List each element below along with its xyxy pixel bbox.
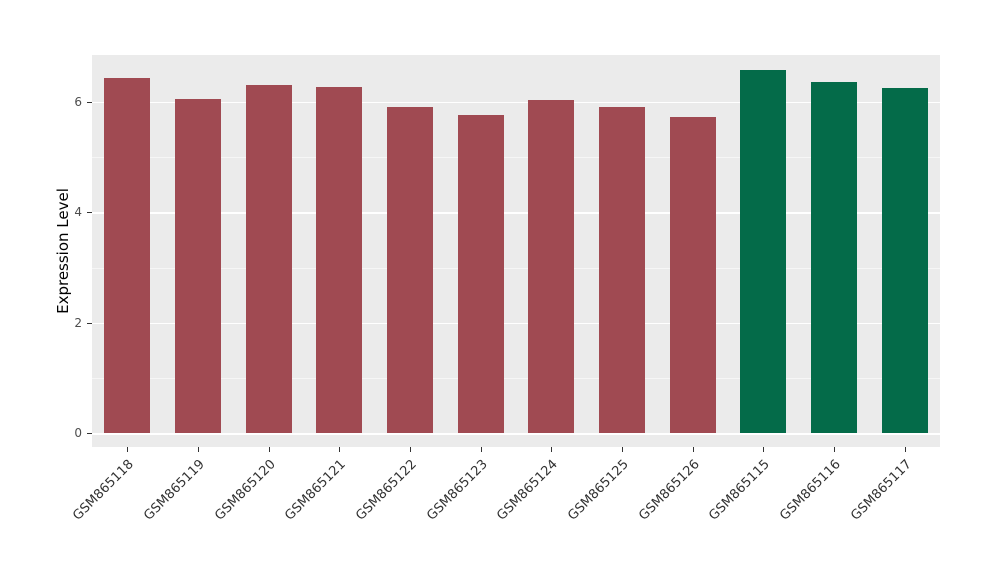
- x-tick-label-GSM865117: GSM865117: [847, 457, 915, 524]
- x-tick-mark: [410, 447, 411, 452]
- y-tick-label-4: 4: [74, 205, 82, 220]
- x-tick-mark: [763, 447, 765, 452]
- bar-GSM865125: [599, 106, 645, 434]
- x-tick-label-GSM865120: GSM865120: [211, 457, 279, 524]
- bar-GSM865116: [811, 82, 857, 434]
- bar-GSM865118: [104, 78, 151, 434]
- bar-GSM865123: [457, 114, 504, 434]
- gridline-major: [92, 433, 940, 435]
- x-tick-mark: [127, 447, 129, 452]
- bar-GSM865121: [316, 87, 363, 434]
- x-tick-label-GSM865119: GSM865119: [141, 457, 208, 524]
- x-tick-mark: [904, 447, 906, 452]
- x-tick-label-GSM865118: GSM865118: [70, 457, 137, 524]
- y-tick-label-6: 6: [74, 94, 82, 109]
- x-tick-mark: [480, 447, 482, 452]
- x-tick-mark: [268, 447, 270, 452]
- bar-GSM865124: [528, 99, 575, 434]
- x-tick-label-GSM865126: GSM865126: [635, 457, 703, 524]
- x-tick-mark: [622, 447, 623, 452]
- bar-GSM865122: [387, 107, 433, 434]
- x-tick-label-GSM865124: GSM865124: [494, 457, 561, 524]
- x-tick-mark: [692, 447, 694, 452]
- y-tick-label-0: 0: [74, 426, 82, 441]
- x-tick-mark: [834, 447, 835, 452]
- gridline-minor: [92, 157, 940, 159]
- x-tick-label-GSM865125: GSM865125: [565, 457, 632, 524]
- y-tick-mark: [87, 101, 92, 103]
- bar-GSM865126: [669, 117, 716, 434]
- x-tick-label-GSM865122: GSM865122: [353, 457, 420, 524]
- x-tick-mark: [198, 447, 199, 452]
- gridline-major: [92, 212, 940, 214]
- y-tick-mark: [87, 212, 92, 214]
- y-tick-mark: [87, 322, 92, 324]
- x-tick-label-GSM865115: GSM865115: [706, 457, 773, 524]
- bar-GSM865115: [740, 70, 787, 434]
- gridline-minor: [92, 267, 940, 269]
- x-tick-mark: [551, 447, 553, 452]
- y-tick-mark: [87, 433, 92, 435]
- gridline-minor: [92, 377, 940, 379]
- plot-panel: [92, 55, 940, 447]
- bar-GSM865120: [245, 84, 292, 434]
- x-tick-label-GSM865121: GSM865121: [282, 457, 349, 524]
- x-tick-label-GSM865123: GSM865123: [423, 457, 491, 524]
- x-tick-label-GSM865116: GSM865116: [777, 457, 844, 524]
- gridline-major: [92, 322, 940, 325]
- bar-GSM865117: [881, 87, 928, 434]
- gridline-major: [92, 101, 940, 104]
- y-tick-label-2: 2: [74, 315, 82, 330]
- bar-GSM865119: [175, 99, 221, 434]
- x-tick-mark: [339, 447, 341, 452]
